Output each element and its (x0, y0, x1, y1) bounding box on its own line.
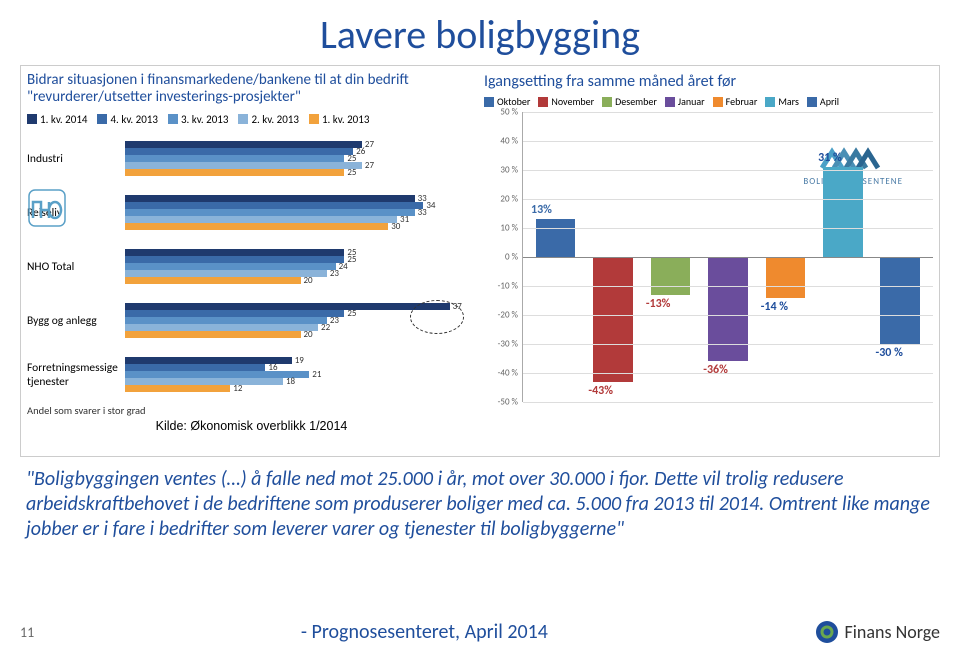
bar (708, 257, 748, 361)
brand-text: Finans Norge (845, 621, 940, 643)
left-question: Bidrar situasjonen i finansmarkedene/ban… (27, 72, 476, 107)
hbar: 18 (125, 378, 476, 385)
annotation-circle (410, 300, 464, 334)
column-chart: 50 %40 %30 %20 %10 %0 %-10 %-20 %-30 %-4… (484, 112, 933, 402)
legend-item: 1. kv. 2013 (309, 113, 369, 126)
bar-label: -13% (646, 297, 671, 311)
legend-item: November (538, 95, 594, 108)
y-tick: -50 % (498, 397, 518, 408)
right-title: Igangsetting fra samme måned året før (484, 72, 933, 91)
left-legend: 1. kv. 2014 4. kv. 2013 3. kv. 2013 2. kv. … (27, 113, 476, 126)
left-source: Kilde: Økonomisk overblikk 1/2014 (27, 419, 476, 433)
hbar: 25 (125, 249, 476, 256)
hbar-group: 2726252725 (125, 132, 476, 186)
finans-norge-logo: Finans Norge (815, 620, 940, 644)
hbar: 23 (125, 270, 476, 277)
gridline (523, 315, 933, 316)
hbar: 16 (125, 364, 476, 371)
y-tick: -10 % (498, 281, 518, 292)
plot-area: 13% -43% -13% -36% -14 % 31 % -30 % (522, 112, 933, 402)
bar (651, 257, 691, 295)
hbar: 25 (125, 169, 476, 176)
bar (536, 219, 576, 257)
hbar: 26 (125, 148, 476, 155)
legend-item: 3. kv. 2013 (168, 113, 228, 126)
bar-label: -14 % (761, 300, 788, 314)
bar-label: 31 % (818, 151, 842, 165)
category-label: Forretningsmessigetjenester (27, 348, 121, 402)
hbar: 33 (125, 195, 476, 202)
gridline (523, 344, 933, 345)
left-panel: Bidrar situasjonen i finansmarkedene/ban… (27, 72, 476, 450)
quote-source: - Prognosesenteret, April 2014 (34, 620, 814, 644)
quote-text: "Boligbyggingen ventes (…) å falle ned m… (20, 467, 940, 542)
bar-label: -36% (703, 363, 728, 377)
hbar: 25 (125, 256, 476, 263)
hbar-chart: 2726252725333433313025252423203725232220… (125, 132, 476, 402)
hbar: 27 (125, 162, 476, 169)
gridline (523, 141, 933, 142)
legend-item: Februar (713, 95, 758, 108)
gridline (523, 257, 933, 258)
left-bottom-label: Andel som svarer i stor grad (27, 404, 476, 417)
y-tick: 0 % (505, 252, 518, 263)
hbar: 20 (125, 331, 476, 338)
hbar: 20 (125, 277, 476, 284)
y-tick: 50 % (500, 107, 518, 118)
gridline (523, 199, 933, 200)
category-label: Bygg og anlegg (27, 294, 121, 348)
hbar: 33 (125, 209, 476, 216)
hbar: 24 (125, 263, 476, 270)
bar (766, 257, 806, 298)
y-tick: -20 % (498, 310, 518, 321)
bar-label: 13% (531, 203, 552, 217)
right-legend: OktoberNovemberDesemberJanuarFebruarMars… (484, 95, 933, 108)
bar-label: -30 % (876, 346, 903, 360)
hbar: 27 (125, 141, 476, 148)
bar (593, 257, 633, 382)
hbar: 31 (125, 216, 476, 223)
y-tick: 20 % (500, 194, 518, 205)
hbar: 30 (125, 223, 476, 230)
y-tick: 10 % (500, 223, 518, 234)
y-axis: 50 %40 %30 %20 %10 %0 %-10 %-20 %-30 %-4… (484, 112, 522, 402)
hbar: 19 (125, 357, 476, 364)
gridline (523, 228, 933, 229)
gridline (523, 286, 933, 287)
bar (880, 257, 920, 344)
hbar-categories: IndustriReiselivNHO TotalBygg og anleggF… (27, 132, 125, 402)
nho-logo (27, 188, 67, 228)
hbar: 21 (125, 371, 476, 378)
y-tick: -30 % (498, 339, 518, 350)
bar (823, 167, 863, 257)
page-number: 11 (20, 624, 34, 641)
right-panel: Igangsetting fra samme måned året før Ok… (484, 72, 933, 450)
chart-panels: Bidrar situasjonen i finansmarkedene/ban… (20, 65, 940, 457)
legend-item: 4. kv. 2013 (97, 113, 157, 126)
slide-title: Lavere boligbygging (20, 10, 940, 59)
bar-label: -43% (588, 384, 613, 398)
gridline (523, 373, 933, 374)
hbar-group: 1916211812 (125, 348, 476, 402)
legend-item: Januar (665, 95, 705, 108)
footer: 11 - Prognosesenteret, April 2014 Finans… (20, 620, 940, 644)
gridline (523, 112, 933, 113)
gridline (523, 402, 933, 403)
hbar-group: 2525242320 (125, 240, 476, 294)
legend-item: 1. kv. 2014 (27, 113, 87, 126)
hbar: 12 (125, 385, 476, 392)
y-tick: 40 % (500, 136, 518, 147)
legend-item: Desember (602, 95, 657, 108)
hbar-area: IndustriReiselivNHO TotalBygg og anleggF… (27, 132, 476, 402)
legend-item: April (807, 95, 839, 108)
category-label: NHO Total (27, 240, 121, 294)
hbar-group: 3334333130 (125, 186, 476, 240)
legend-item: Mars (765, 95, 799, 108)
gridline (523, 170, 933, 171)
y-tick: -40 % (498, 368, 518, 379)
y-tick: 30 % (500, 165, 518, 176)
legend-item: 2. kv. 2013 (238, 113, 298, 126)
category-label: Industri (27, 132, 121, 186)
hbar: 25 (125, 155, 476, 162)
